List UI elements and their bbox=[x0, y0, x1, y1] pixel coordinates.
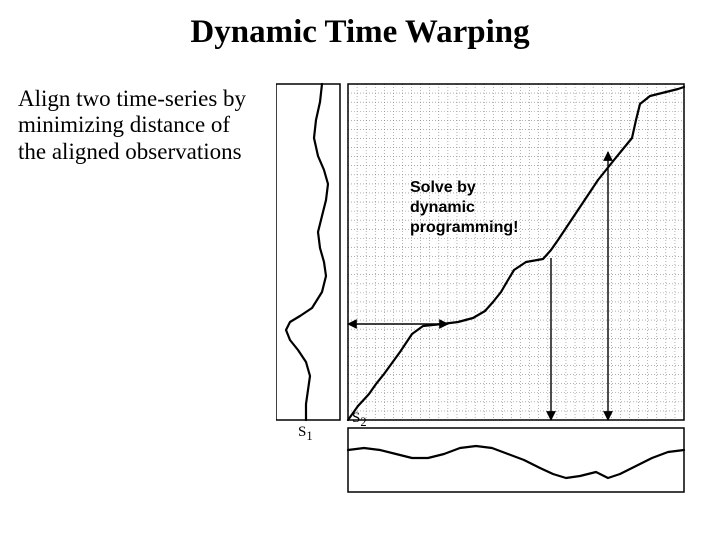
annotation-line-3: programming! bbox=[410, 219, 518, 236]
page-title: Dynamic Time Warping bbox=[0, 14, 720, 51]
annotation-text: Solve by dynamic programming! bbox=[410, 178, 518, 238]
annotation-line-2: dynamic bbox=[410, 199, 475, 216]
title-text: Dynamic Time Warping bbox=[190, 14, 529, 50]
dtw-svg bbox=[276, 80, 696, 520]
description-text: Align two time-series by minimizing dist… bbox=[18, 86, 248, 165]
s2-sub: 2 bbox=[360, 415, 366, 429]
s1-sub: 1 bbox=[306, 429, 312, 443]
axis-label-s2: S2 bbox=[352, 410, 367, 430]
axis-label-s1: S1 bbox=[298, 424, 313, 444]
description-content: Align two time-series by minimizing dist… bbox=[18, 86, 246, 164]
dtw-figure: Solve by dynamic programming! S1 S2 bbox=[276, 80, 696, 520]
annotation-line-1: Solve by bbox=[410, 179, 476, 196]
